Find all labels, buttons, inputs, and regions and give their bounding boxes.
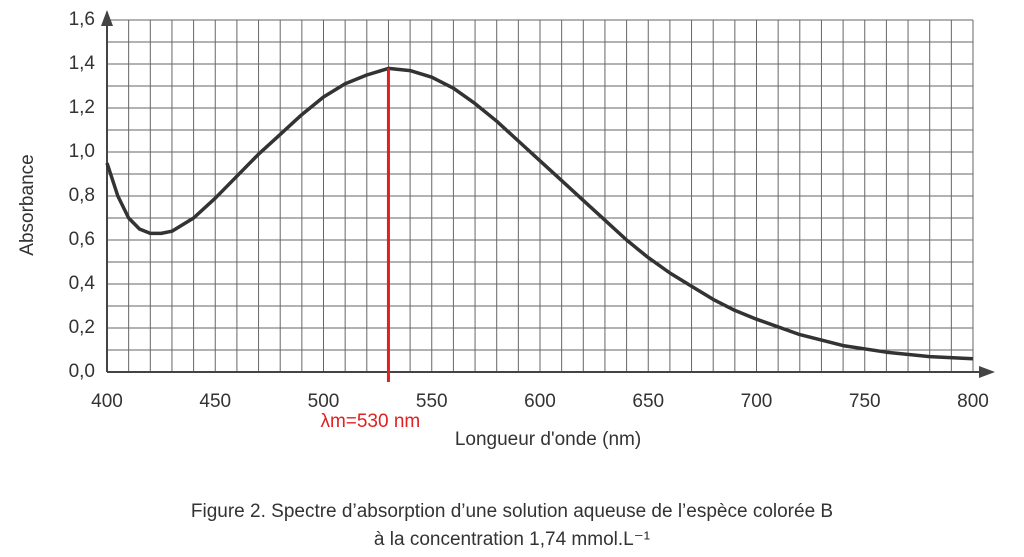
y-tick-label: 0,2 (69, 317, 95, 338)
x-tick-label: 700 (741, 391, 773, 412)
y-tick-label: 1,6 (69, 9, 95, 30)
x-tick-label: 550 (416, 391, 448, 412)
x-tick-label: 600 (524, 391, 556, 412)
y-tick-label: 0,0 (69, 361, 95, 382)
y-tick-label: 0,4 (69, 273, 96, 294)
data-line (105, 66, 974, 361)
caption: à la concentration 1,74 mmol.L⁻¹ (374, 529, 650, 550)
y-axis-arrow (101, 10, 113, 26)
y-tick-label: 1,0 (69, 141, 95, 162)
x-tick-label: 500 (308, 391, 340, 412)
y-axis-title: Absorbance (17, 154, 38, 255)
x-axis-title: Longueur d'onde (nm) (455, 429, 641, 450)
x-tick-label: 650 (632, 391, 664, 412)
y-tick-label: 0,8 (69, 185, 95, 206)
x-tick-label: 450 (199, 391, 231, 412)
y-tick-label: 1,2 (69, 97, 95, 118)
x-tick-label: 400 (91, 391, 123, 412)
x-tick-label: 750 (849, 391, 881, 412)
x-tick-label: 800 (957, 391, 989, 412)
annotation-label: λm=530 nm (320, 411, 420, 432)
y-tick-label: 0,6 (69, 229, 95, 250)
caption: Figure 2. Spectre d’absorption d’une sol… (191, 501, 833, 522)
y-tick-label: 1,4 (69, 53, 96, 74)
x-axis-arrow (979, 366, 995, 378)
